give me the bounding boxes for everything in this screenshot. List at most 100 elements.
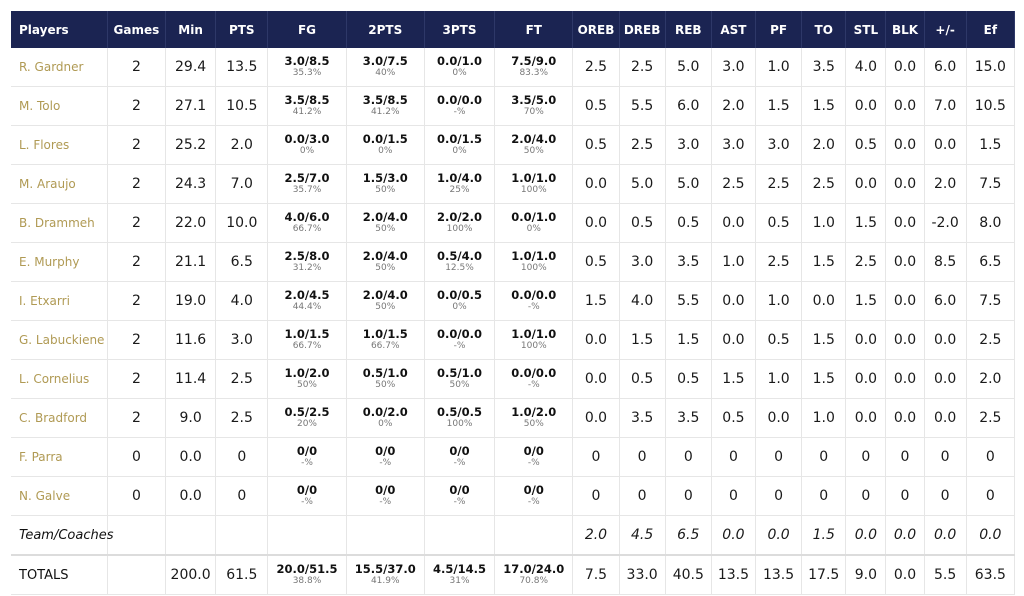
made-attempted: 0/0 bbox=[523, 444, 544, 459]
stl-cell: 0 bbox=[845, 476, 887, 516]
player-name-link[interactable]: N. Galve bbox=[11, 476, 108, 516]
shooting-cell-ft: 1.0/2.0 50% bbox=[494, 398, 574, 438]
minutes-cell: 29.4 bbox=[165, 48, 217, 87]
made-attempted: 0/0 bbox=[375, 483, 396, 498]
player-name-link[interactable]: I. Etxarri bbox=[11, 281, 108, 321]
shooting-cell-p3: 0.5/0.5 100% bbox=[424, 398, 496, 438]
column-header[interactable]: REB bbox=[665, 11, 712, 48]
player-name-link[interactable]: B. Drammeh bbox=[11, 203, 108, 243]
minutes-cell: 22.0 bbox=[165, 203, 217, 243]
blk-cell: 0.0 bbox=[885, 164, 925, 204]
column-header[interactable]: Games bbox=[107, 11, 167, 48]
player-name-link[interactable]: G. Labuckiene bbox=[11, 320, 108, 360]
percentage: 20% bbox=[296, 419, 317, 430]
column-header[interactable]: DREB bbox=[619, 11, 666, 48]
player-name-link[interactable]: M. Araujo bbox=[11, 164, 108, 204]
percentage: 25% bbox=[449, 185, 470, 196]
made-attempted: 1.0/4.0 bbox=[437, 171, 482, 186]
made-attempted: 4.0/6.0 bbox=[284, 210, 330, 225]
shooting-cell-fg: 3.0/8.5 35.3% bbox=[267, 48, 347, 87]
minutes-cell: 9.0 bbox=[165, 398, 217, 438]
percentage: 100% bbox=[446, 224, 473, 235]
to-cell: 0 bbox=[801, 437, 847, 477]
column-header[interactable]: PTS bbox=[215, 11, 269, 48]
column-header[interactable]: AST bbox=[711, 11, 757, 48]
oreb-cell: 0.0 bbox=[572, 164, 620, 204]
player-row: N. Galve 0 0.0 0 0/0 -% 0/0 -% 0/0 -% 0/0 -% 0 0 0 0 0 0 0… bbox=[11, 476, 1016, 516]
player-name-link[interactable]: E. Murphy bbox=[11, 242, 108, 282]
column-header[interactable]: PF bbox=[755, 11, 803, 48]
ast-cell: 3.0 bbox=[711, 48, 757, 87]
made-attempted: 0.0/0.0 bbox=[511, 288, 557, 303]
column-header[interactable]: STL bbox=[845, 11, 887, 48]
made-attempted: 2.0/2.0 bbox=[437, 210, 482, 225]
minutes-cell: 0.0 bbox=[165, 437, 217, 477]
player-row: B. Drammeh 2 22.0 10.0 4.0/6.0 66.7% 2.0/4.0 50… bbox=[11, 203, 1016, 243]
player-name-link[interactable]: F. Parra bbox=[11, 437, 108, 477]
shooting-cell-fg: 4.0/6.0 66.7% bbox=[267, 203, 347, 243]
made-attempted: 15.5/37.0 bbox=[354, 562, 416, 577]
player-name-link[interactable]: R. Gardner bbox=[11, 48, 108, 87]
pf-cell: 0.0 bbox=[755, 515, 803, 556]
column-header[interactable]: Ef bbox=[966, 11, 1016, 48]
to-cell: 1.5 bbox=[801, 359, 847, 399]
points-cell: 2.0 bbox=[215, 125, 269, 165]
to-cell: 1.5 bbox=[801, 515, 847, 556]
stl-cell: 1.5 bbox=[845, 203, 887, 243]
column-header[interactable]: TO bbox=[801, 11, 847, 48]
made-attempted: 3.5/8.5 bbox=[362, 93, 408, 108]
player-name-link[interactable]: C. Bradford bbox=[11, 398, 108, 438]
dreb-cell: 0 bbox=[619, 476, 666, 516]
column-header[interactable]: +/- bbox=[924, 11, 967, 48]
made-attempted: 0.5/1.0 bbox=[362, 366, 408, 381]
pf-cell: 1.0 bbox=[755, 281, 803, 321]
shooting-cell-p2: 0.0/1.5 0% bbox=[346, 125, 425, 165]
made-attempted: 1.0/1.0 bbox=[511, 171, 557, 186]
made-attempted: 2.0/4.0 bbox=[362, 249, 408, 264]
ef-cell: 15.0 bbox=[966, 48, 1016, 87]
column-header[interactable]: FG bbox=[267, 11, 347, 48]
column-header[interactable]: Min bbox=[165, 11, 217, 48]
percentage: -% bbox=[453, 497, 466, 508]
stl-cell: 2.5 bbox=[845, 242, 887, 282]
games-cell: 2 bbox=[107, 359, 167, 399]
ef-cell: 63.5 bbox=[966, 554, 1016, 595]
shooting-cell-ft: 0.0/1.0 0% bbox=[494, 203, 574, 243]
percentage: 100% bbox=[520, 341, 547, 352]
player-name-link[interactable]: M. Tolo bbox=[11, 86, 108, 126]
made-attempted: 1.5/3.0 bbox=[362, 171, 408, 186]
column-header[interactable]: Players bbox=[11, 11, 108, 48]
column-header[interactable]: 3PTS bbox=[424, 11, 496, 48]
stats-table-container: Players Games Min PTS FG 2PTS 3PTS FT OREB DREB RE… bbox=[11, 11, 1016, 595]
ef-cell: 0.0 bbox=[966, 515, 1016, 556]
stl-cell: 0.0 bbox=[845, 320, 887, 360]
points-cell: 4.0 bbox=[215, 281, 269, 321]
team-coaches-row: Team/Coaches 2.0 4.5 6.5 0.0 0.0 1.5 0.0 0.0 0.0 0… bbox=[11, 515, 1016, 556]
pm-cell: -2.0 bbox=[924, 203, 967, 243]
percentage: 100% bbox=[520, 263, 547, 274]
shooting-cell-p3: 4.5/14.5 31% bbox=[424, 554, 496, 595]
made-attempted: 0/0 bbox=[449, 444, 470, 459]
ast-cell: 2.5 bbox=[711, 164, 757, 204]
shooting-cell-fg: 1.0/2.0 50% bbox=[267, 359, 347, 399]
shooting-cell-fg: 2.5/8.0 31.2% bbox=[267, 242, 347, 282]
made-attempted: 3.0/7.5 bbox=[362, 54, 408, 69]
ef-cell: 1.5 bbox=[966, 125, 1016, 165]
player-row: I. Etxarri 2 19.0 4.0 2.0/4.5 44.4% 2.0/4.0 50%… bbox=[11, 281, 1016, 321]
column-header[interactable]: OREB bbox=[572, 11, 620, 48]
pm-cell: 6.0 bbox=[924, 48, 967, 87]
made-attempted: 0.5/0.5 bbox=[437, 405, 482, 420]
blk-cell: 0.0 bbox=[885, 203, 925, 243]
percentage: 44.4% bbox=[292, 302, 322, 313]
shooting-cell-fg: 1.0/1.5 66.7% bbox=[267, 320, 347, 360]
player-name-link[interactable]: L. Cornelius bbox=[11, 359, 108, 399]
column-header[interactable]: FT bbox=[494, 11, 574, 48]
made-attempted: 0/0 bbox=[375, 444, 396, 459]
dreb-cell: 5.5 bbox=[619, 86, 666, 126]
player-row: M. Araujo 2 24.3 7.0 2.5/7.0 35.7% 1.5/3.0 50% 1… bbox=[11, 164, 1016, 204]
oreb-cell: 0.0 bbox=[572, 398, 620, 438]
column-header[interactable]: BLK bbox=[885, 11, 925, 48]
percentage: 0% bbox=[452, 146, 467, 157]
column-header[interactable]: 2PTS bbox=[346, 11, 425, 48]
player-name-link[interactable]: L. Flores bbox=[11, 125, 108, 165]
